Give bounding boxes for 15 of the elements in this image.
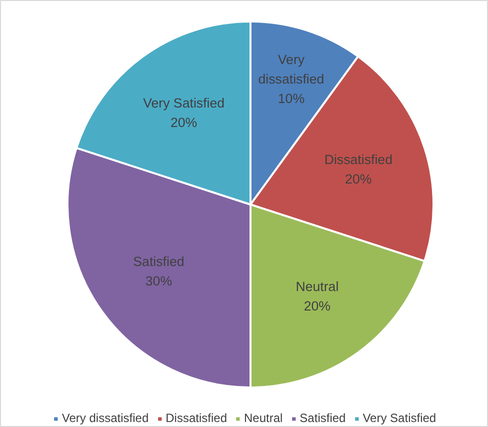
slice-label: Neutral [296, 279, 339, 294]
legend-label: Very dissatisfied [62, 411, 149, 425]
legend-label: Dissatisfied [166, 411, 227, 425]
data-label: 30% [145, 273, 172, 288]
slice-label: Dissatisfied [324, 152, 392, 168]
slice-label: Satisfied [133, 254, 184, 269]
data-label: 20% [345, 172, 372, 187]
legend-label: Neutral [244, 411, 283, 425]
data-label: 20% [170, 114, 198, 130]
data-label: 10% [278, 91, 305, 106]
data-label: 20% [304, 298, 331, 314]
slice-label: Very dissatisfied [258, 52, 324, 87]
slice-label: Very Satisfied [143, 95, 225, 110]
legend-label: Very Satisfied [362, 411, 436, 425]
legend-label: Satisfied [300, 411, 346, 425]
